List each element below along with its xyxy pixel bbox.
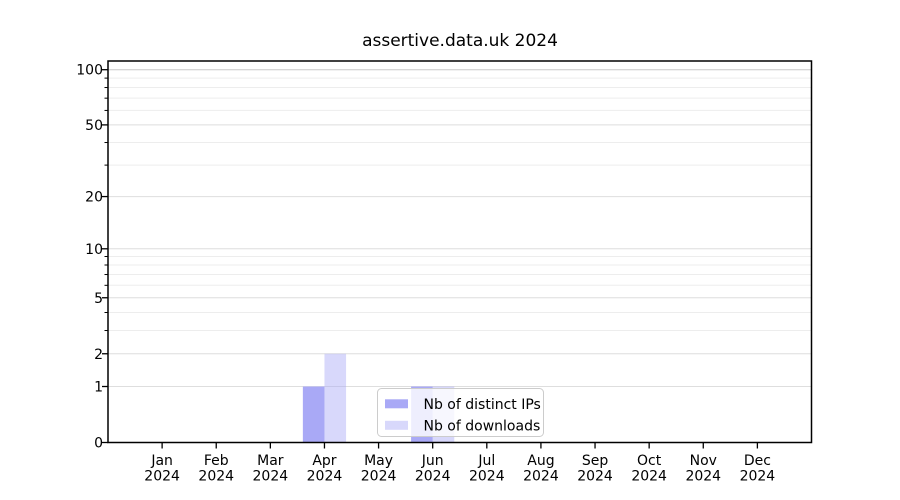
x-tick-label-year: 2024 [577,469,613,485]
x-tick-label-month: Jul [477,453,495,469]
y-tick-label: 20 [85,190,103,206]
legend-label-series0: Nb of distinct IPs [424,397,541,413]
x-tick-label-month: Apr [312,453,336,469]
x-tick-label-year: 2024 [685,469,721,485]
y-tick-label: 5 [94,291,103,307]
x-tick-label-month: Dec [744,453,771,469]
x-tick-label-month: Sep [582,453,609,469]
x-tick-label-year: 2024 [144,469,180,485]
x-tick-label-year: 2024 [361,469,397,485]
plot-background [108,61,812,443]
y-tick-label: 50 [85,118,103,134]
x-tick-label-month: Nov [690,453,717,469]
x-tick-label-year: 2024 [631,469,667,485]
x-tick-label-month: Aug [527,453,554,469]
x-tick-label-year: 2024 [740,469,776,485]
plot-border [107,60,813,444]
x-tick-label-month: Mar [257,453,284,469]
x-tick-label-year: 2024 [415,469,451,485]
x-tick-label-year: 2024 [253,469,289,485]
y-tick-label: 0 [94,436,103,452]
y-tick-label: 100 [76,63,103,79]
x-tick-label-month: May [364,453,393,469]
bar-apr-series0 [302,386,325,443]
x-tick-label-month: Oct [637,453,662,469]
chart-title: assertive.data.uk 2024 [362,31,558,51]
legend-swatch-series1 [385,420,408,430]
legend-swatch-series0 [385,399,408,409]
x-tick-label-month: Feb [204,453,229,469]
x-tick-label-year: 2024 [198,469,234,485]
bar-apr-series1 [324,353,347,443]
x-tick-label-year: 2024 [523,469,559,485]
legend-label-series1: Nb of downloads [424,418,541,434]
x-tick-label-month: Jun [421,453,444,469]
legend-box [377,388,544,437]
y-tick-label: 2 [94,347,103,363]
y-tick-label: 1 [94,380,103,396]
x-tick-label-year: 2024 [307,469,343,485]
x-tick-label-month: Jan [150,453,173,469]
y-tick-label: 10 [85,242,103,258]
x-tick-label-year: 2024 [469,469,505,485]
